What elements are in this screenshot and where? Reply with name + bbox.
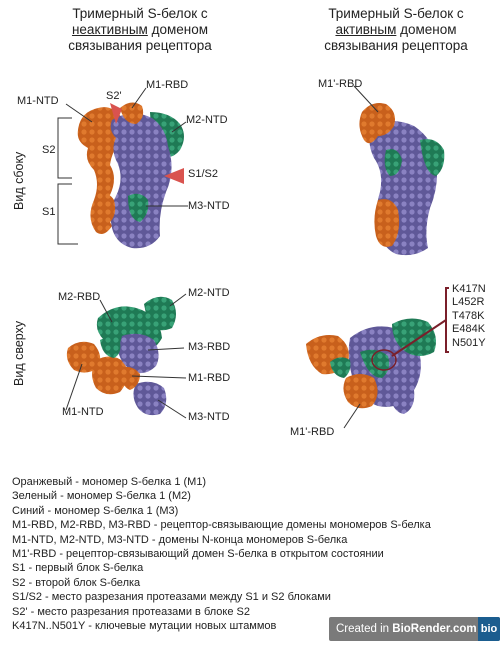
leader-m1-ntd [65, 103, 93, 123]
active-m2-lower-blob [384, 149, 402, 176]
label-s2-prime: S2' [106, 90, 122, 102]
label-s1: S1 [42, 206, 56, 218]
header-active-rest: доменом [396, 22, 457, 37]
legend-item: S2' - место разрезания протеазами в блок… [12, 605, 250, 618]
legend-item: S1/S2 - место разрезания протеазами межд… [12, 591, 331, 604]
legend-item: S2 - второй блок S-белка [12, 576, 141, 589]
leader-m2-ntd [171, 121, 187, 133]
biorender-logo-icon: bio [478, 617, 500, 641]
header-inactive-underlined: неактивным [71, 22, 148, 37]
legend-item: Оранжевый - мономер S-белка 1 (M1) [12, 476, 207, 488]
legend-item: M1-RBD, M2-RBD, M3-RBD - рецептор-связыв… [12, 519, 431, 532]
biorender-badge[interactable]: Created in BioRender.com bio [329, 617, 500, 641]
header-inactive-line3: связывания рецептора [68, 38, 212, 53]
header-inactive-line2: неактивным доменом [40, 22, 240, 38]
trimer-top-inactive [65, 293, 187, 419]
header-active-line3: связывания рецептора [324, 38, 468, 53]
s1-bracket [57, 183, 78, 245]
active-m1-blob [359, 103, 395, 144]
legend-item: S1 - первый блок S-белка [12, 562, 144, 575]
leader-m1-rbd [131, 87, 147, 109]
leader-top-active-m1p-rbd [343, 403, 361, 429]
leader-top-m1-rbd [131, 375, 187, 379]
leader-top-m1-ntd [65, 363, 83, 411]
label-m1-rbd: M1-RBD [146, 79, 189, 91]
mutation-k417n: K417N [452, 283, 486, 295]
leader-top-m3-rbd [147, 347, 185, 351]
biorender-badge-text: Created in BioRender.com [329, 623, 477, 635]
legend-item: M1-NTD, M2-NTD, M3-NTD - домены N-конца … [12, 533, 348, 546]
header-inactive-rest: доменом [147, 22, 209, 37]
label-active-m1p-rbd: M1'-RBD [318, 78, 363, 90]
top-active-m1p-rbd-blob [343, 374, 378, 409]
top-active-m2-mid-blob [360, 349, 390, 378]
mutation-e484k: E484K [452, 323, 486, 336]
top-m2-ntd-blob [144, 296, 176, 331]
top-m3-ntd-blob [133, 381, 167, 416]
mutation-l452r: L452R [452, 296, 485, 309]
top-m3-blob [118, 333, 159, 374]
legend-item: Зеленый - мономер S-белка 1 (M2) [12, 490, 191, 503]
header-active-line2: активным доменом [296, 22, 496, 38]
label-top-active-m1p-rbd: M1'-RBD [290, 426, 335, 438]
top-active-m2-left-blob [330, 357, 351, 378]
top-m1-rbd-blob [92, 356, 128, 395]
m3-domain-blob [110, 113, 172, 249]
s2-prime-marker [110, 103, 122, 124]
active-m1-lower-blob [374, 199, 400, 247]
leader-active-m1p-rbd [353, 85, 379, 113]
badge-brand: BioRender.com [392, 623, 477, 635]
label-m3-ntd: M3-NTD [188, 200, 230, 212]
legend-item: M1'-RBD - рецептор-связывающий домен S-б… [12, 548, 384, 561]
label-top-m3-ntd: M3-NTD [188, 411, 230, 423]
header-inactive: Тримерный S-белок с неактивным доменом с… [40, 6, 240, 54]
header-active-underlined: активным [335, 22, 397, 37]
mutation-leader [391, 319, 447, 357]
label-top-m1-rbd: M1-RBD [188, 372, 231, 384]
label-top-m1-ntd: M1-NTD [62, 406, 104, 418]
leader-top-m2-ntd [169, 293, 187, 307]
top-m2-mid-blob [100, 337, 121, 358]
badge-prefix: Created in [336, 623, 393, 635]
header-active: Тримерный S-белок с активным доменом свя… [296, 6, 496, 54]
trimer-side-inactive [57, 87, 188, 249]
legend-item: Синий - мономер S-белка 1 (M3) [12, 504, 179, 517]
leader-top-m2-rbd [99, 299, 113, 323]
top-m1-blob [66, 341, 101, 373]
top-active-m2-blob [392, 318, 436, 356]
m1-rbd-blob [120, 102, 144, 124]
label-m1-ntd: M1-NTD [17, 95, 59, 107]
mutation-t478k: T478K [452, 309, 485, 322]
mutation-site-highlight [371, 349, 397, 371]
m1-domain-blob [77, 107, 126, 234]
label-top-m2-rbd: M2-RBD [58, 291, 101, 303]
legend: Оранжевый - мономер S-белка 1 (M1) Зелен… [12, 475, 502, 633]
header-inactive-line1: Тримерный S-белок с [72, 6, 208, 21]
header-active-line1: Тримерный S-белок с [328, 6, 464, 21]
trimer-side-active [353, 85, 445, 256]
label-s1s2: S1/S2 [188, 168, 218, 180]
top-m1-mid-blob [120, 366, 140, 390]
s2-bracket [57, 117, 72, 179]
top-active-m3-lower-blob [388, 382, 415, 414]
m2-lower-blob [128, 193, 149, 222]
label-top-m2-ntd: M2-NTD [188, 287, 230, 299]
mutation-n501y: N501Y [452, 336, 486, 349]
mutation-list: K417N L452R T478K E484K N501Y [452, 283, 486, 350]
protein-illustrations [57, 85, 449, 429]
label-m2-ntd: M2-NTD [186, 114, 228, 126]
label-s2: S2 [42, 144, 56, 156]
label-top-m3-rbd: M3-RBD [188, 341, 231, 353]
active-m2-blob [420, 139, 445, 176]
s1s2-marker [164, 168, 184, 184]
mutation-bracket [445, 287, 449, 353]
trimer-top-active [306, 287, 449, 429]
m1-ntd-blob [94, 193, 116, 225]
legend-item: K417N..N501Y - ключевые мутации новых шт… [12, 620, 277, 633]
leader-top-m3-ntd [157, 399, 187, 419]
